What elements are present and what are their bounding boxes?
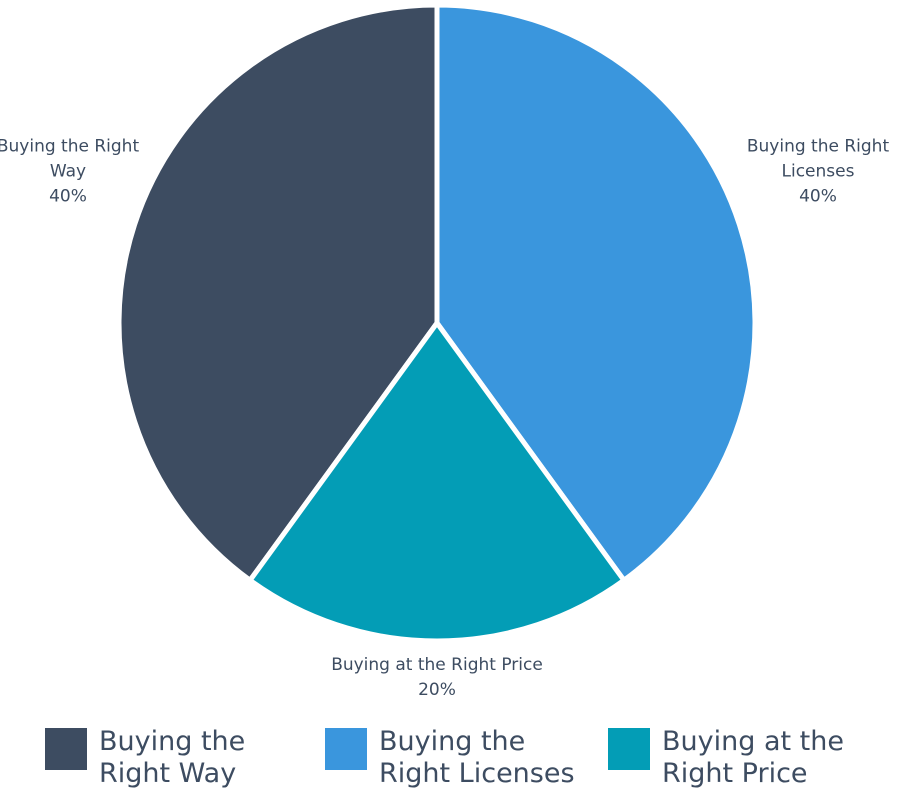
slice-name: Buying at the Right Price [331, 655, 543, 675]
slice-name: Buying the Right Licenses [746, 136, 890, 182]
legend-swatch [325, 728, 367, 770]
legend-item: Buying the Right Way [45, 726, 309, 790]
slice-label: Buying the Right Licenses 40% [743, 135, 893, 210]
legend-swatch [45, 728, 87, 770]
legend-label: Buying the Right Way [99, 726, 246, 789]
legend-item: Buying at the Right Price [608, 726, 872, 790]
pie-slice [247, 320, 627, 644]
pie-slice [434, 2, 758, 583]
legend-item: Buying the Right Licenses [325, 726, 589, 790]
legend-swatch [608, 728, 650, 770]
slice-value: 20% [418, 680, 456, 700]
slice-label: Buying the Right Way 40% [0, 135, 143, 210]
slice-value: 40% [49, 186, 87, 207]
slice-label: Buying at the Right Price 20% [307, 653, 567, 703]
legend-label: Buying the Right Licenses [379, 726, 575, 789]
pie-slice [116, 2, 440, 583]
chart [116, 2, 758, 644]
legend-label: Buying at the Right Price [662, 726, 844, 789]
slice-value: 40% [799, 186, 837, 207]
slice-name: Buying the Right Way [0, 136, 140, 182]
